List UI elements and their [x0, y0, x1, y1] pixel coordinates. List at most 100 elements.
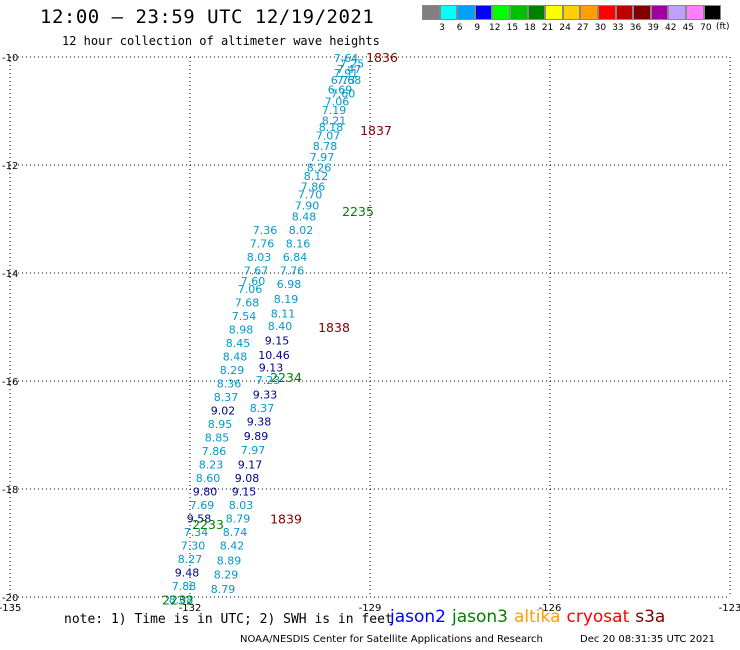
wave-height-label: 8.16 — [286, 237, 311, 250]
legend-item-altika: altika — [514, 607, 561, 627]
pass-number-label: 2235 — [342, 204, 374, 219]
y-tick-label: -10 — [2, 53, 18, 64]
wave-height-label: 8.89 — [217, 554, 242, 567]
wave-height-label: 9.48 — [175, 567, 200, 580]
wave-height-label: 8.60 — [196, 472, 221, 485]
wave-height-label: 7.67 — [244, 264, 269, 277]
wave-height-label: 7.07 — [316, 129, 341, 142]
color-scale-label: 24 — [559, 23, 571, 33]
color-scale-label: 6 — [456, 23, 463, 33]
color-scale-swatch: 45 — [668, 5, 694, 33]
color-scale-label: 9 — [474, 23, 481, 33]
x-tick-label: -132 — [179, 603, 202, 614]
wave-height-label: 8.26 — [307, 162, 332, 175]
pass-number-label: 2234 — [270, 370, 302, 385]
legend-item-jason2: jason2 — [390, 607, 446, 627]
y-tick-label: -14 — [2, 269, 18, 280]
color-scale-label: 42 — [664, 23, 677, 33]
wave-height-label: 8.78 — [313, 140, 338, 153]
wave-height-label: 8.37 — [250, 402, 275, 415]
wave-height-label: 6.69 — [328, 83, 353, 96]
y-tick-label: -16 — [2, 377, 18, 388]
wave-height-label: 7.76 — [250, 237, 275, 250]
wave-height-label: 7.47 — [337, 63, 362, 76]
wave-height-label: 7.76 — [280, 264, 305, 277]
color-scale-label: 45 — [682, 23, 695, 33]
wave-height-label: 9.89 — [244, 430, 269, 443]
x-tick-label: -123 — [719, 603, 740, 614]
wave-height-label: 8.29 — [214, 568, 239, 581]
wave-height-label: 7.91 — [334, 67, 359, 80]
wave-height-label: 7.97 — [241, 444, 266, 457]
color-scale-swatch: 15 — [492, 5, 518, 33]
pass-number-label: 2233 — [192, 517, 224, 532]
wave-height-label: 9.13 — [259, 362, 284, 375]
color-scale-swatch: 39 — [633, 5, 659, 33]
color-scale-swatch: 21 — [527, 5, 553, 33]
wave-height-label: 8.48 — [223, 351, 248, 364]
wave-height-label: 7.68 — [235, 297, 260, 310]
color-scale-swatch: 18 — [509, 5, 536, 33]
wave-height-label: 8.19 — [274, 293, 299, 306]
legend-item-jason3: jason3 — [452, 607, 508, 627]
wave-height-label: 7.60 — [241, 275, 266, 288]
wave-height-label: 8.21 — [322, 115, 347, 128]
wave-height-label: 8.12 — [304, 170, 329, 183]
wave-height-label: 8.42 — [220, 540, 245, 553]
wave-height-label: 8.40 — [268, 320, 293, 333]
color-scale-label: 27 — [577, 23, 589, 33]
wave-height-label: 9.17 — [238, 459, 263, 472]
wave-height-label: 8.85 — [205, 432, 230, 445]
color-scale-swatch: 9 — [457, 5, 480, 33]
legend-item-s3a: s3a — [635, 607, 666, 627]
color-scale-label: 3 — [439, 23, 445, 33]
wave-height-label: 6.98 — [277, 278, 302, 291]
wave-height-label: 8.11 — [271, 308, 296, 321]
wave-height-label: 9.38 — [247, 416, 272, 429]
pass-labels: 1836 1837 2235 1838 2234 1839 2233 2232 — [162, 50, 398, 608]
pass-number-label: 1837 — [360, 123, 392, 138]
color-scale-label: 30 — [594, 23, 607, 33]
page-title: 12:00 – 23:59 UTC 12/19/2021 — [40, 6, 375, 28]
color-scale-swatch: 36 — [615, 5, 641, 33]
wave-height-label: 7.64 — [334, 52, 359, 65]
wave-height-label: 8.37 — [214, 391, 239, 404]
wave-height-label: 7.97 — [310, 151, 335, 164]
color-scale-swatch: 6 — [439, 5, 462, 33]
wave-height-label: 8.27 — [178, 553, 203, 566]
pass-number-label: 1838 — [318, 320, 350, 335]
color-scale-units: (ft) — [716, 22, 730, 32]
wave-height-label: 7.34 — [184, 526, 209, 539]
wave-height-label: 8.95 — [208, 418, 233, 431]
color-scale-bar: 3 6 9 12 15 18 21 24 27 30 33 36 39 42 45 70 — [422, 5, 722, 33]
wave-height-label: 7.23 — [256, 374, 281, 387]
page-subtitle: 12 hour collection of altimeter wave hei… — [62, 34, 380, 48]
wave-height-label: 9.08 — [235, 472, 260, 485]
footer-timestamp: Dec 20 08:31:35 UTC 2021 — [580, 634, 715, 645]
wave-height-label: 7.90 — [295, 200, 320, 213]
color-scale-swatch: 42 — [650, 5, 676, 33]
wave-height-label: 8.79 — [211, 583, 236, 596]
wave-height-label: 8.03 — [229, 499, 254, 512]
wave-height-label: 8.36 — [217, 378, 242, 391]
color-scale-label: 70 — [700, 23, 712, 33]
wave-height-label: 8.02 — [289, 224, 314, 237]
color-scale-swatch: 33 — [597, 5, 624, 33]
color-scale-label: 18 — [524, 23, 536, 33]
wave-height-label: 8.18 — [319, 121, 344, 134]
wave-height-label: 8.45 — [226, 337, 251, 350]
color-scale-label: 36 — [629, 23, 642, 33]
legend-item-cryosat: cryosat — [566, 607, 630, 627]
wave-height-label: 9.58 — [187, 513, 212, 526]
wave-height-label: 7.68 — [337, 74, 362, 87]
wave-height-label: 9.80 — [193, 486, 218, 499]
wave-height-label: 7.30 — [181, 540, 206, 553]
wave-height-label: 8.74 — [223, 526, 248, 539]
wave-height-label: 7.86 — [202, 445, 227, 458]
wave-height-label: 6.84 — [283, 251, 308, 264]
y-tick-label: -12 — [2, 161, 18, 172]
wave-height-label: 9.15 — [265, 335, 290, 348]
color-scale-swatch: 3 — [422, 5, 445, 33]
wave-height-label: 7.88 — [172, 580, 197, 593]
